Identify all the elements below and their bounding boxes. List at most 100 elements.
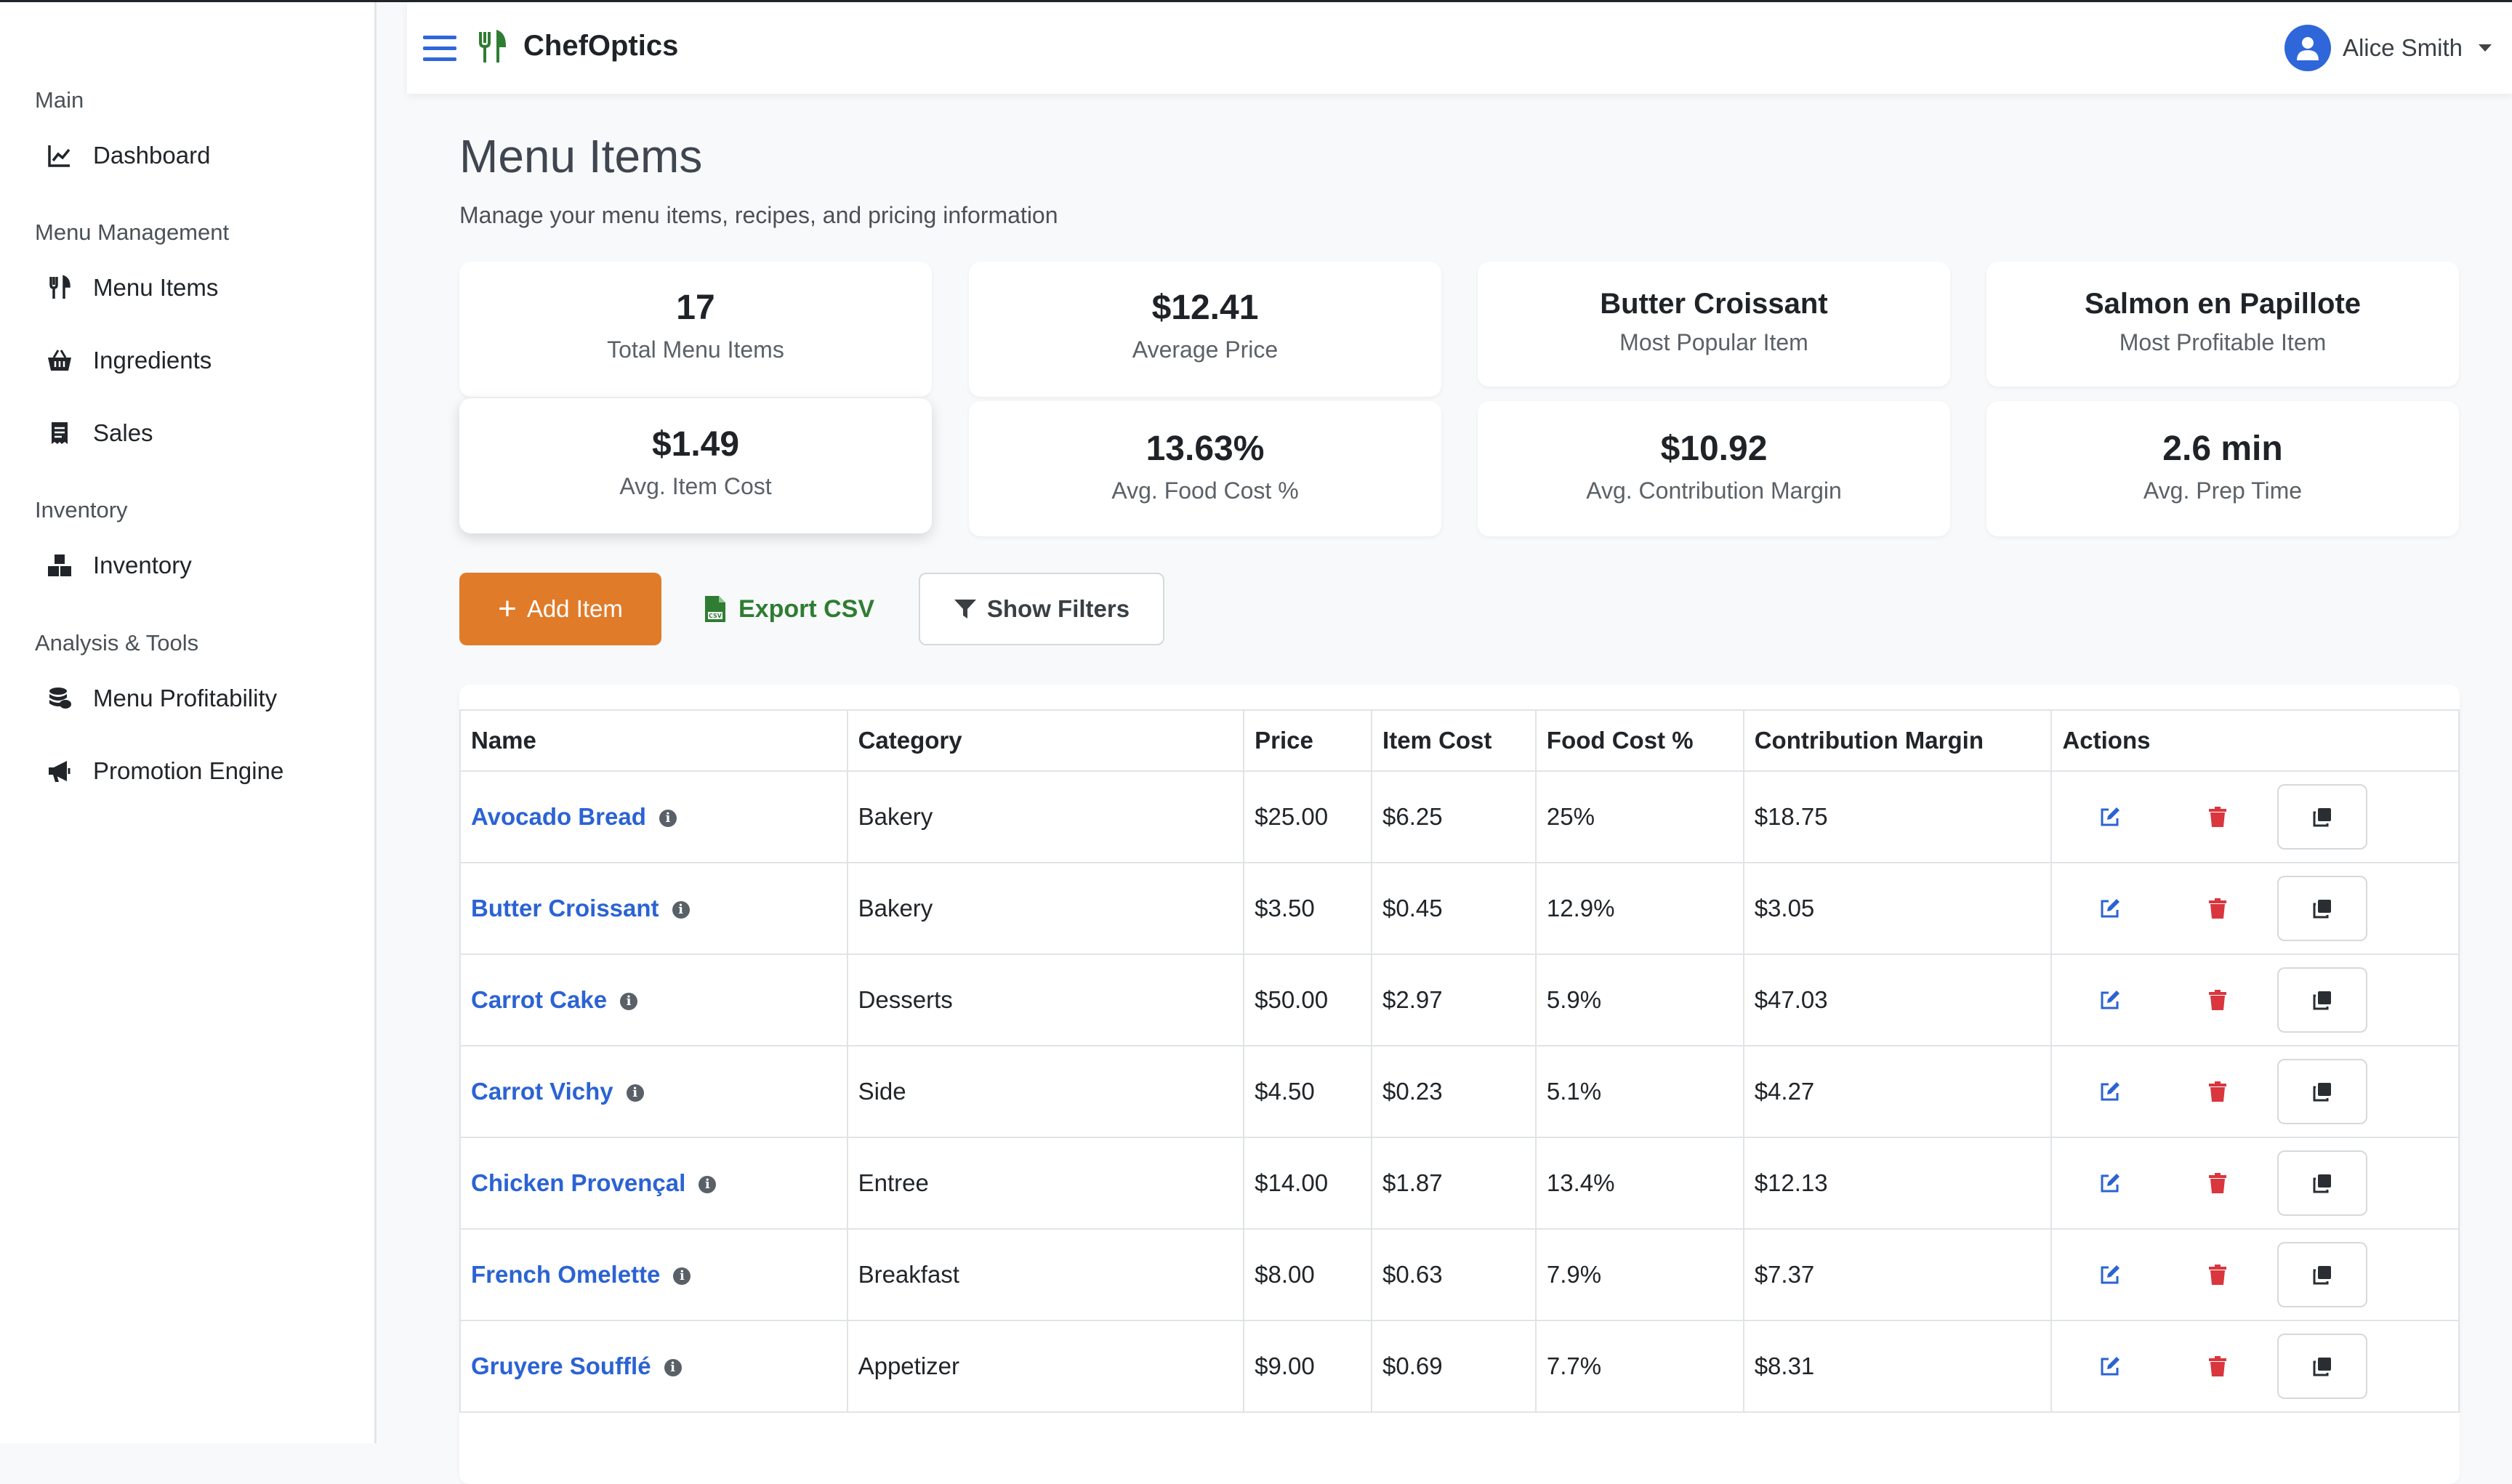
sidebar-item-inventory[interactable]: Inventory	[47, 544, 192, 587]
column-header-food-cost[interactable]: Food Cost %	[1534, 709, 1744, 772]
duplicate-button[interactable]	[2277, 876, 2368, 941]
user-icon	[2296, 37, 2319, 60]
delete-button[interactable]	[2203, 985, 2232, 1015]
add-item-button[interactable]: + Add Item	[459, 573, 661, 645]
trash-icon	[2209, 1265, 2227, 1285]
stat-value: 13.63%	[1146, 430, 1265, 468]
table-row: Carrot Cake i Desserts $50.00 $2.97 5.9% …	[459, 953, 2460, 1047]
column-header-name[interactable]: Name	[459, 709, 848, 772]
show-filters-button[interactable]: Show Filters	[919, 573, 1164, 645]
cell-item-cost: $2.97	[1371, 953, 1537, 1047]
sidebar-item-dashboard[interactable]: Dashboard	[47, 134, 210, 177]
cell-actions	[2050, 1228, 2460, 1321]
edit-button[interactable]	[2096, 985, 2125, 1015]
delete-button[interactable]	[2203, 1169, 2232, 1198]
stat-value: $12.41	[1151, 289, 1259, 327]
delete-button[interactable]	[2203, 1260, 2232, 1289]
stat-card-avg-contribution-margin: $10.92 Avg. Contribution Margin	[1478, 401, 1950, 536]
cell-name: Carrot Vichy i	[459, 1045, 848, 1138]
copy-icon	[2313, 1266, 2332, 1285]
cell-category: Side	[846, 1045, 1245, 1138]
sidebar-item-ingredients[interactable]: Ingredients	[47, 339, 212, 382]
column-header-actions: Actions	[2050, 709, 2460, 772]
chart-line-icon	[48, 145, 71, 167]
trash-icon	[2209, 898, 2227, 919]
cell-contribution-margin: $3.05	[1742, 862, 2053, 955]
item-name-link[interactable]: Gruyere Soufflé	[471, 1352, 651, 1379]
duplicate-button[interactable]	[2277, 1334, 2368, 1399]
cell-item-cost: $0.63	[1371, 1228, 1537, 1321]
megaphone-icon	[49, 761, 71, 782]
cell-food-cost: 7.7%	[1534, 1320, 1744, 1413]
menu-items-table: Name Category Price Item Cost Food Cost …	[459, 709, 2460, 1413]
sidebar-section-analysis: Analysis & Tools	[35, 630, 199, 656]
edit-icon	[2101, 991, 2120, 1009]
duplicate-button[interactable]	[2277, 1242, 2368, 1307]
cell-name: Gruyere Soufflé i	[459, 1320, 848, 1413]
info-icon[interactable]: i	[664, 1359, 682, 1377]
sidebar-item-menu-items[interactable]: Menu Items	[47, 266, 218, 310]
item-name-link[interactable]: Chicken Provençal	[471, 1169, 686, 1196]
stat-label: Average Price	[1132, 336, 1279, 363]
cell-price: $9.00	[1243, 1320, 1373, 1413]
cell-actions	[2050, 1045, 2460, 1138]
item-name-link[interactable]: Butter Croissant	[471, 895, 659, 922]
cell-price: $3.50	[1243, 862, 1373, 955]
hamburger-menu-icon[interactable]	[423, 34, 456, 63]
column-header-item-cost[interactable]: Item Cost	[1371, 709, 1537, 772]
duplicate-button[interactable]	[2277, 784, 2368, 850]
sidebar-item-menu-profitability[interactable]: Menu Profitability	[47, 677, 277, 720]
duplicate-button[interactable]	[2277, 1059, 2368, 1124]
chevron-down-icon	[2479, 44, 2492, 52]
delete-button[interactable]	[2203, 1352, 2232, 1381]
column-header-price[interactable]: Price	[1243, 709, 1373, 772]
column-header-contribution-margin[interactable]: Contribution Margin	[1742, 709, 2053, 772]
sidebar-item-promotion-engine[interactable]: Promotion Engine	[47, 749, 283, 793]
utensils-icon	[479, 30, 506, 62]
user-menu[interactable]: Alice Smith	[2284, 24, 2492, 72]
cell-food-cost: 12.9%	[1534, 862, 1744, 955]
delete-button[interactable]	[2203, 1077, 2232, 1106]
cell-price: $14.00	[1243, 1137, 1373, 1230]
export-csv-button[interactable]: CSV Export CSV	[704, 573, 893, 645]
info-icon[interactable]: i	[699, 1176, 717, 1194]
info-icon[interactable]: i	[659, 810, 677, 828]
edit-button[interactable]	[2096, 894, 2125, 923]
info-icon[interactable]: i	[672, 901, 690, 919]
item-name-link[interactable]: Carrot Vichy	[471, 1078, 613, 1105]
stat-value: Butter Croissant	[1600, 288, 1828, 320]
stat-card-avg-prep-time: 2.6 min Avg. Prep Time	[1986, 401, 2459, 536]
edit-button[interactable]	[2096, 802, 2125, 831]
edit-icon	[2101, 1082, 2120, 1101]
stat-card-average-price: $12.41 Average Price	[969, 262, 1441, 397]
receipt-icon	[52, 422, 68, 444]
item-name-link[interactable]: Avocado Bread	[471, 803, 646, 830]
app-brand[interactable]: ChefOptics	[523, 30, 679, 62]
copy-icon	[2313, 1083, 2332, 1102]
duplicate-button[interactable]	[2277, 1150, 2368, 1216]
info-icon[interactable]: i	[620, 993, 638, 1011]
cell-price: $25.00	[1243, 770, 1373, 863]
sidebar-item-label: Menu Profitability	[93, 685, 278, 711]
delete-button[interactable]	[2203, 802, 2232, 831]
cell-contribution-margin: $47.03	[1742, 953, 2053, 1047]
edit-button[interactable]	[2096, 1260, 2125, 1289]
info-icon[interactable]: i	[673, 1267, 691, 1286]
delete-button[interactable]	[2203, 894, 2232, 923]
duplicate-button[interactable]	[2277, 967, 2368, 1033]
user-name: Alice Smith	[2342, 34, 2463, 61]
column-header-category[interactable]: Category	[846, 709, 1245, 772]
boxes-icon	[48, 555, 71, 576]
cell-item-cost: $6.25	[1371, 770, 1537, 863]
table-header-row: Name Category Price Item Cost Food Cost …	[459, 709, 2460, 772]
item-name-link[interactable]: Carrot Cake	[471, 986, 608, 1013]
edit-button[interactable]	[2096, 1169, 2125, 1198]
edit-button[interactable]	[2096, 1077, 2125, 1106]
cell-contribution-margin: $18.75	[1742, 770, 2053, 863]
cell-item-cost: $1.87	[1371, 1137, 1537, 1230]
table-row: Gruyere Soufflé i Appetizer $9.00 $0.69 7…	[459, 1320, 2460, 1413]
edit-button[interactable]	[2096, 1352, 2125, 1381]
info-icon[interactable]: i	[626, 1084, 644, 1102]
sidebar-item-sales[interactable]: Sales	[47, 411, 153, 455]
item-name-link[interactable]: French Omelette	[471, 1261, 661, 1288]
